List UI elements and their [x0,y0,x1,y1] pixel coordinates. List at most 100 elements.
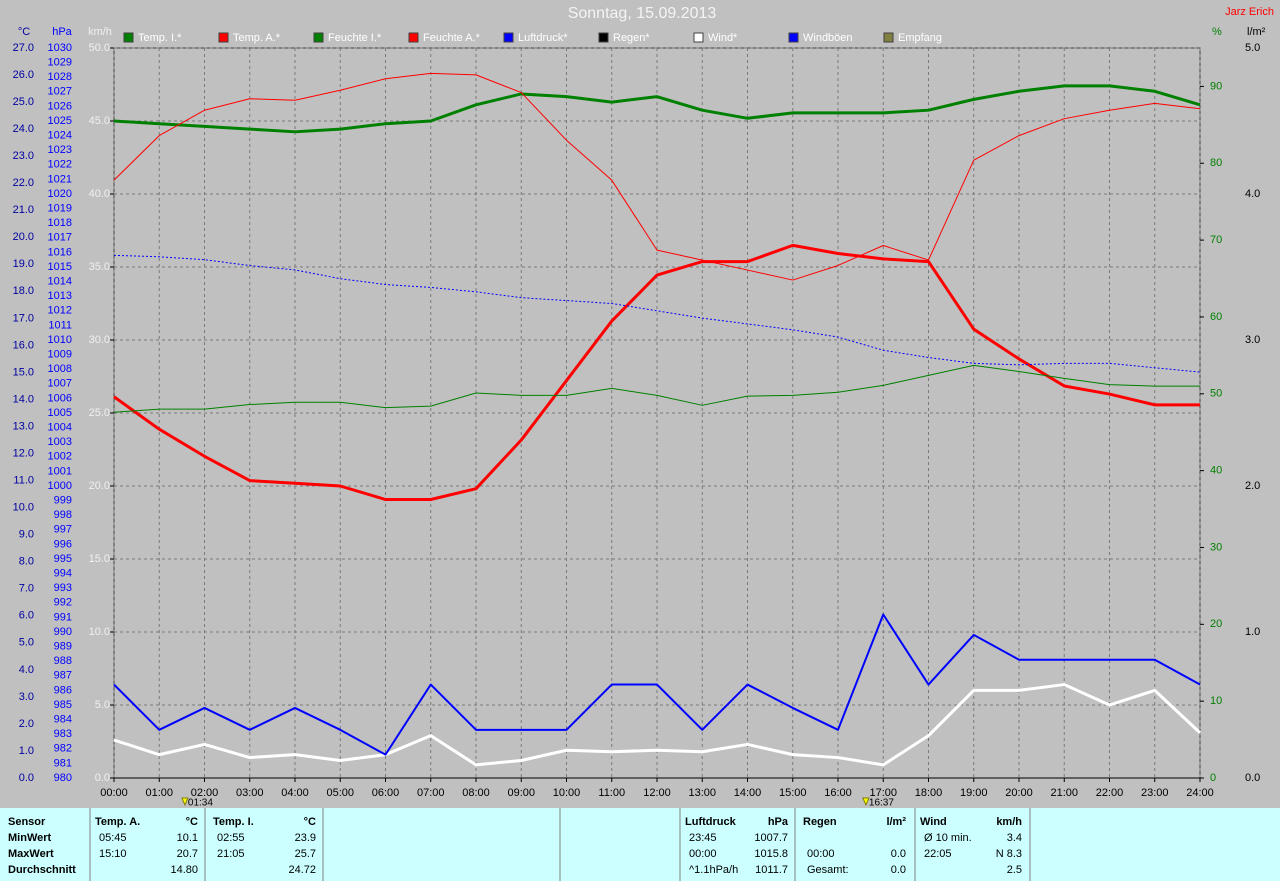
y-tick-label: 70 [1210,234,1222,246]
y-tick-label: 1028 [48,71,72,83]
y-tick-label: 993 [54,582,72,594]
y-tick-label: 9.0 [19,529,34,541]
y-tick-label: 1019 [48,203,72,215]
x-tick-label: 05:00 [326,787,354,799]
y-tick-label: 991 [54,611,72,623]
y-tick-label: 0 [1210,772,1216,784]
y-tick-label: 0.0 [19,772,34,784]
y-tick-label: 40 [1210,465,1222,477]
table-row-label: Sensor [8,816,46,828]
y-tick-label: 0.0 [1245,772,1260,784]
y-tick-label: 1023 [48,144,72,156]
y-tick-label: 60 [1210,311,1222,323]
table-header-unit: hPa [768,816,789,828]
y-tick-label: 990 [54,626,72,638]
y-tick-label: 1000 [48,480,72,492]
y-tick-label: 50 [1210,388,1222,400]
y-tick-label: 5.0 [1245,42,1260,54]
summary-table [0,808,1280,881]
x-tick-label: 01:00 [145,787,173,799]
legend-swatch [693,32,704,43]
y-tick-label: 40.0 [89,188,110,200]
series-line [113,84,1201,134]
table-header-unit: km/h [996,816,1022,828]
table-cell: 15:10 [99,848,127,860]
table-cell: Ø 10 min. [924,832,972,844]
table-cell: 21:05 [217,848,245,860]
table-cell: 23.9 [295,832,316,844]
y-tick-label: 1020 [48,188,72,200]
y-tick-label: 1014 [48,276,72,288]
table-row-label: MaxWert [8,848,54,860]
table-cell: ^1.1hPa/h [689,864,738,876]
table-cell: 05:45 [99,832,127,844]
table-header-unit: l/m² [886,816,906,828]
legend-swatch [123,32,134,43]
y-tick-label: 15.0 [89,553,110,565]
y-tick-label: 1015 [48,261,72,273]
table-cell: 10.1 [177,832,198,844]
annotation-marker [862,797,870,807]
table-header: Luftdruck [685,816,737,828]
legend-swatch [598,32,609,43]
x-tick-label: 21:00 [1050,787,1078,799]
axis-label: % [1212,26,1222,38]
y-tick-label: 10 [1210,695,1222,707]
y-tick-label: 1012 [48,305,72,317]
table-cell: 00:00 [689,848,717,860]
y-tick-label: 1017 [48,232,72,244]
y-tick-label: 980 [54,772,72,784]
table-cell: N 8.3 [996,848,1022,860]
x-tick-label: 08:00 [462,787,490,799]
y-tick-label: 994 [54,568,72,580]
table-cell: 1015.8 [754,848,788,860]
y-tick-label: 1003 [48,436,72,448]
legend-label: Windböen [803,32,853,44]
legend-swatch [408,32,419,43]
legend-swatch [503,32,514,43]
y-tick-label: 25.0 [89,407,110,419]
y-tick-label: 987 [54,670,72,682]
table-cell: 2.5 [1007,864,1022,876]
author: Jarz Erich [1225,6,1274,18]
table-header: Regen [803,816,837,828]
x-tick-label: 03:00 [236,787,264,799]
axis-label: °C [18,26,30,38]
table-cell: 0.0 [891,848,906,860]
table-header-unit: °C [186,816,198,828]
table-cell: 14.80 [170,864,198,876]
series-line [113,613,1201,756]
y-tick-label: 1025 [48,115,72,127]
y-tick-label: 986 [54,684,72,696]
y-tick-label: 8.0 [19,556,34,568]
y-tick-label: 16.0 [13,339,34,351]
y-tick-label: 13.0 [13,420,34,432]
table-cell: 1007.7 [754,832,788,844]
y-tick-label: 5.0 [19,637,34,649]
y-tick-label: 3.0 [19,691,34,703]
x-tick-label: 02:00 [191,787,219,799]
legend-swatch [218,32,229,43]
table-header: Temp. I. [213,816,254,828]
y-tick-label: 1011 [48,319,72,331]
y-tick-label: 982 [54,743,72,755]
x-tick-label: 16:00 [824,787,852,799]
series-line [113,243,1200,502]
annotation-marker [181,797,189,807]
y-tick-label: 19.0 [13,258,34,270]
axis-label: hPa [52,26,72,38]
legend-label: Feuchte I.* [328,32,382,44]
y-tick-label: 1013 [48,290,72,302]
y-tick-label: 999 [54,495,72,507]
y-tick-label: 1026 [48,100,72,112]
y-tick-label: 992 [54,597,72,609]
y-tick-label: 1002 [48,451,72,463]
table-cell: 22:05 [924,848,952,860]
x-tick-label: 11:00 [598,787,625,799]
x-tick-label: 18:00 [915,787,943,799]
table-cell: 00:00 [807,848,835,860]
legend-label: Wind* [708,32,738,44]
legend-label: Regen* [613,32,650,44]
